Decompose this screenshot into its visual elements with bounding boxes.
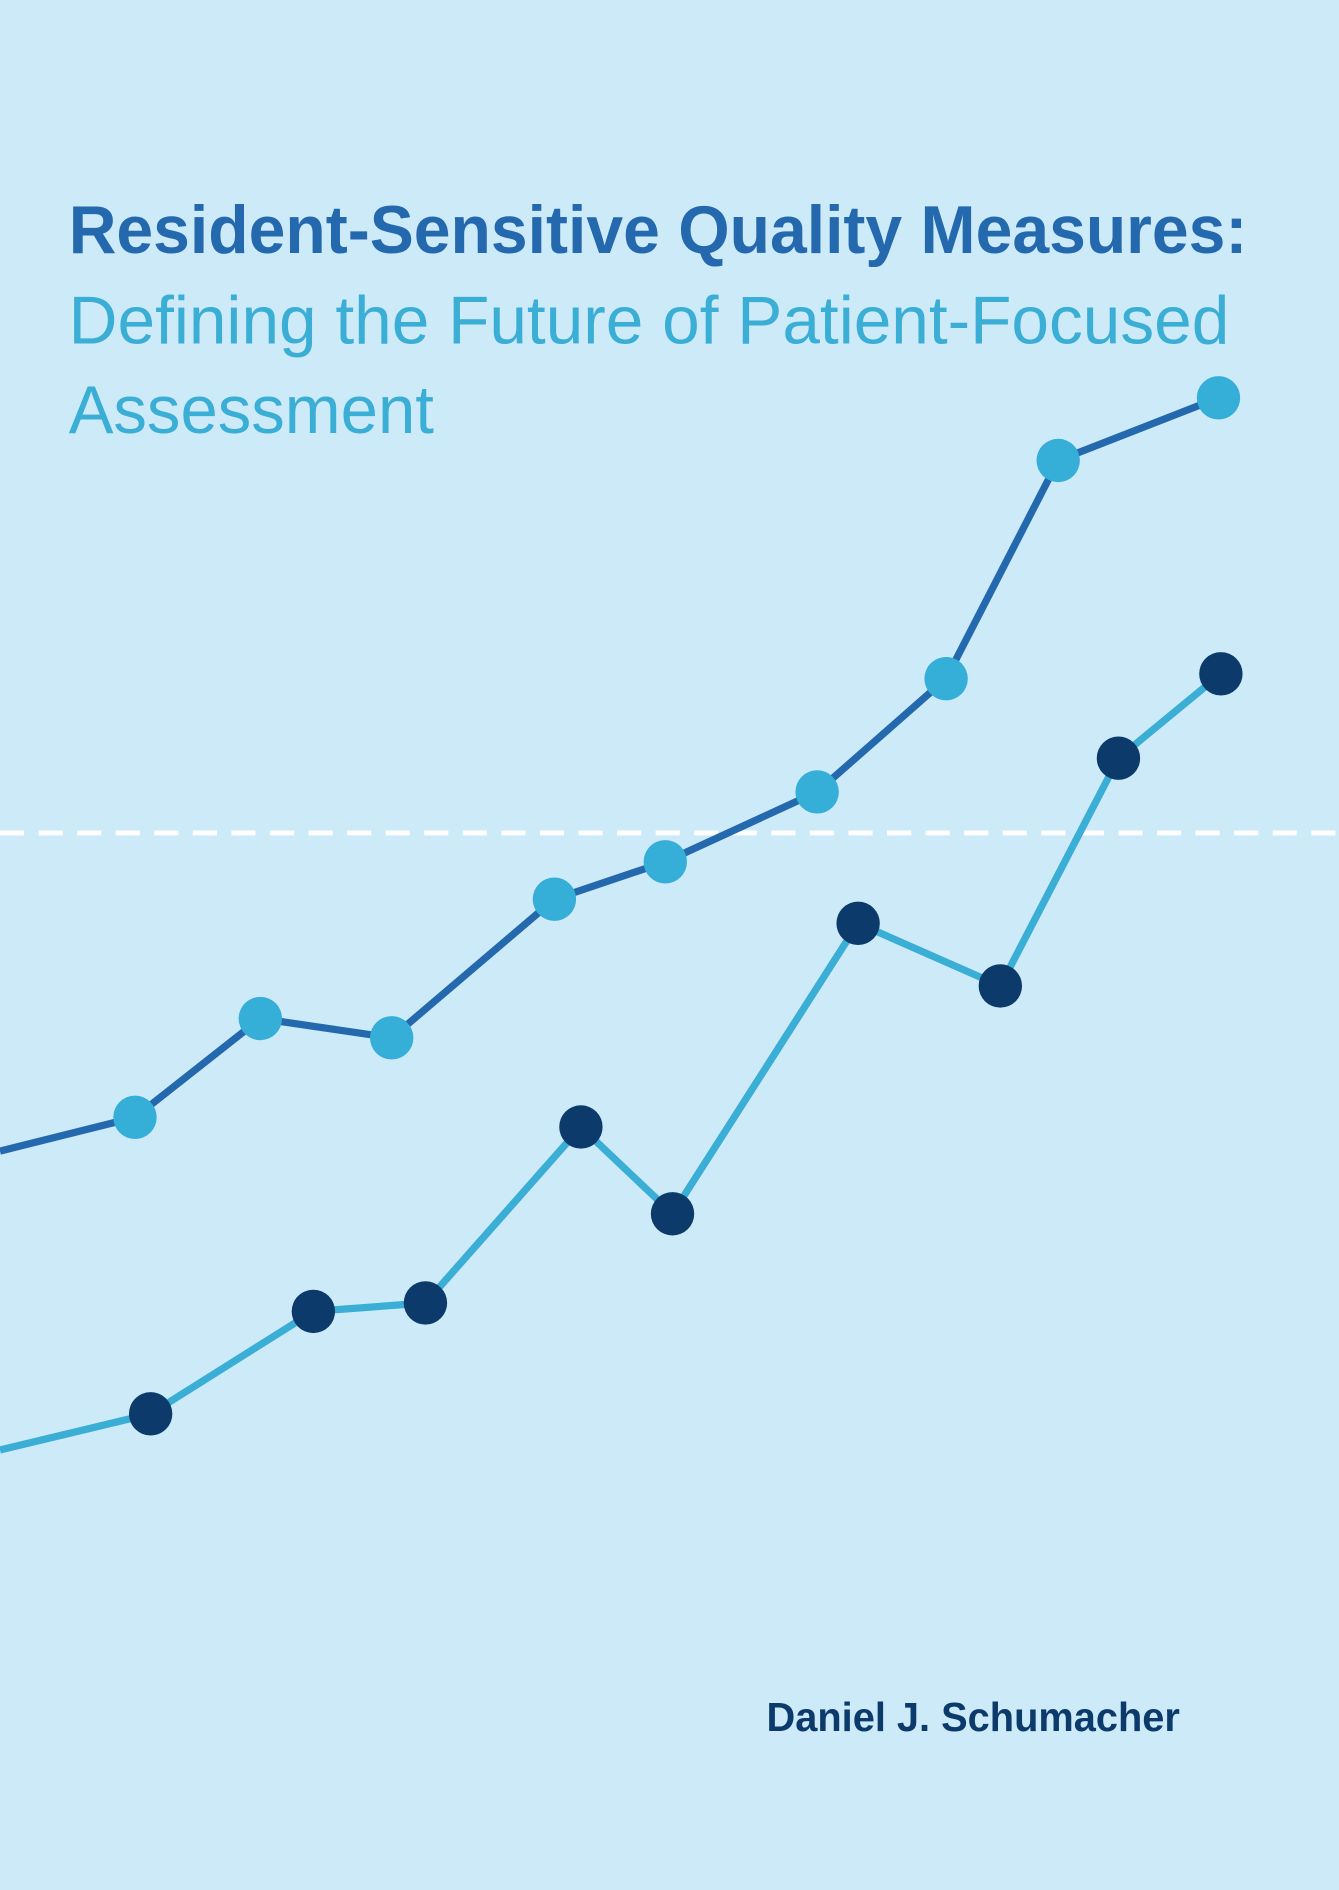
decor-dots-upper	[113, 376, 1241, 1140]
subtitle-line: Defining the Future of Patient-Focused	[69, 284, 1230, 359]
decor-line-lower	[0, 671, 1224, 1454]
title: Resident-Sensitive Quality Measures:	[69, 193, 1248, 268]
author: Daniel J. Schumacher	[767, 1694, 1180, 1740]
decor-dots-lower	[128, 652, 1243, 1436]
decor-line-upper	[0, 394, 1220, 1155]
subtitle-line: Assessment	[69, 373, 434, 448]
